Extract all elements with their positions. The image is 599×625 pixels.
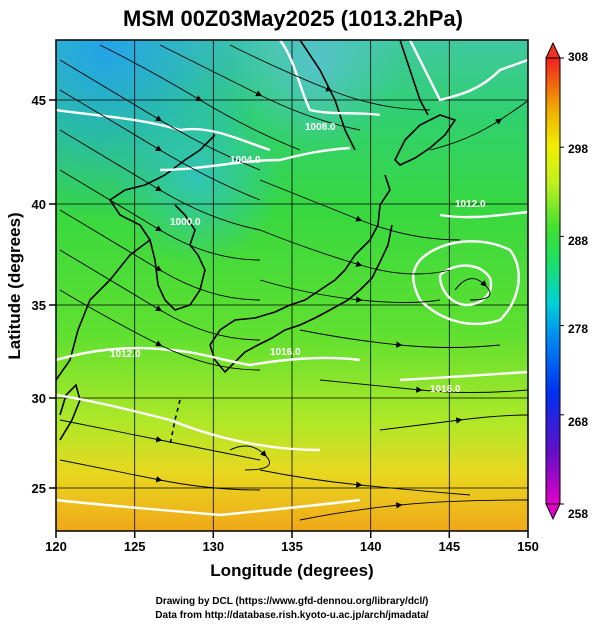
y-tick-labels: 25 30 35 40 45 xyxy=(32,93,46,496)
x-tick-label: 140 xyxy=(360,539,382,554)
y-axis-label: Latitude (degrees) xyxy=(5,212,24,359)
y-tick-label: 30 xyxy=(32,391,46,406)
x-axis-label: Longitude (degrees) xyxy=(210,561,373,580)
y-tick-label: 40 xyxy=(32,197,46,212)
colorbar: 258 268 278 288 298 308 xyxy=(545,41,588,521)
colorbar-tick-label: 308 xyxy=(568,50,588,64)
contour-label: 1012.0 xyxy=(455,199,486,210)
tick-marks xyxy=(49,99,529,538)
x-tick-label: 125 xyxy=(124,539,146,554)
credit-line-1: Drawing by DCL (https://www.gfd-dennou.o… xyxy=(156,596,429,607)
contour-label: 1004.0 xyxy=(230,155,261,166)
x-tick-label: 150 xyxy=(517,539,539,554)
contour-label: 1000.0 xyxy=(170,217,201,228)
y-tick-label: 45 xyxy=(32,93,46,108)
colorbar-tick-label: 288 xyxy=(568,234,588,248)
x-tick-label: 130 xyxy=(202,539,224,554)
streamlines xyxy=(59,44,528,521)
y-tick-label: 35 xyxy=(32,298,46,313)
colorbar-tick-label: 298 xyxy=(568,142,588,156)
colorbar-tick-label: 278 xyxy=(568,322,588,336)
contour-label: 1008.0 xyxy=(305,122,336,133)
isobars xyxy=(56,40,528,517)
credit-line-2: Data from http://database.rish.kyoto-u.a… xyxy=(155,610,429,621)
x-tick-label: 120 xyxy=(45,539,67,554)
y-tick-label: 25 xyxy=(32,481,46,496)
map-title: MSM 00Z03May2025 (1013.2hPa) xyxy=(123,6,463,31)
contour-label: 1016.0 xyxy=(270,347,301,358)
colorbar-tick-label: 258 xyxy=(568,507,588,521)
x-tick-label: 145 xyxy=(438,539,460,554)
contour-label: 1016.0 xyxy=(430,384,461,395)
plot-area: 1008.0 1004.0 1000.0 1012.0 1016.0 1012.… xyxy=(56,40,528,531)
x-tick-label: 135 xyxy=(281,539,303,554)
x-tick-labels: 120 125 130 135 140 145 150 xyxy=(45,539,539,554)
contour-label: 1012.0 xyxy=(110,349,141,360)
colorbar-tick-label: 268 xyxy=(568,415,588,429)
